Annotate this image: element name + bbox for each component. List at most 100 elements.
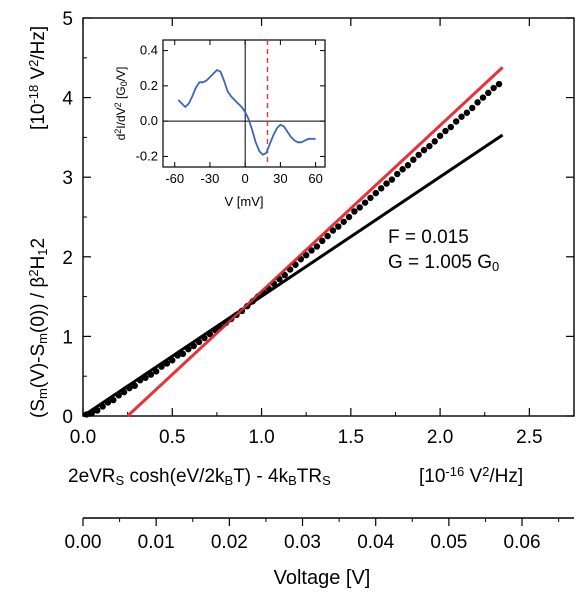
y-axis-unit-part: /Hz] [28,26,49,60]
data-point [329,227,337,234]
x-axis-unit-part: -16 [445,464,464,479]
g-label-main: G = 1.005 G [388,252,492,273]
inset-y-axis-label-part: /V] [114,67,128,82]
data-point [431,138,438,145]
data-point [458,113,465,120]
data-point [479,94,487,101]
y-axis-label-part: (S [28,399,49,418]
data-point [201,334,208,342]
inset-x-tick-label: 30 [273,171,287,186]
voltage-tick-label: 0.04 [357,532,394,553]
x-tick-label: 2.5 [516,427,542,448]
data-point [485,89,492,97]
data-point [351,208,358,215]
data-point [190,342,197,350]
data-point [94,407,101,414]
data-point [185,345,192,353]
y-axis-unit: [10-18 V2/Hz] [26,26,49,130]
data-point [110,396,117,404]
data-point [319,237,326,245]
y-axis-label-part: m [35,388,50,399]
data-point [367,194,374,202]
data-point [131,382,138,389]
data-point [490,84,497,92]
voltage-tick-label: 0.03 [284,532,321,553]
x-axis-unit: [10-16 V2/Hz] [419,464,523,487]
data-point [324,232,331,240]
data-point [136,376,144,384]
data-point [426,142,433,150]
x-axis-unit-part: /Hz] [489,466,523,487]
data-point [356,204,363,211]
y-axis-unit-part: -18 [26,85,41,104]
data-point [83,411,90,418]
data-point [99,403,106,410]
y-axis-label-part: 2 [26,269,41,276]
inset-y-axis-label-part: d [114,134,128,141]
voltage-tick-label: 0.06 [504,532,541,553]
data-point [302,252,310,259]
data-point [147,371,155,378]
inset-x-tick-label: -30 [201,171,220,186]
data-point [436,132,444,140]
data-point [404,162,412,169]
y-axis-label-part: 1 [35,248,50,255]
data-point [153,368,160,375]
inset-curve [177,69,316,156]
x-axis-label-part: TR [297,466,322,487]
inset-y-tick-label: -0.2 [136,148,158,163]
x-axis-label-part: B [225,473,234,488]
data-point [463,109,471,116]
data-point [195,338,203,346]
y-axis-unit-part: 2 [26,60,41,67]
x-tick-label: 0.0 [70,427,96,448]
inset-chart: -60 -30 0 30 60-0.20.00.20.4V [mV]d2I/dV2 [G… [113,39,326,209]
inset-y-tick-label: 0.4 [140,43,158,58]
y-tick-label: 3 [62,168,73,189]
x-axis-unit-part: 2 [482,464,489,479]
data-point [292,261,299,268]
y-axis-unit-part: V [28,67,49,85]
y-axis-label-part: (V)-S [28,344,49,388]
y-tick-label: 4 [62,89,73,110]
x-axis-label-part: cosh(eV/2k [124,466,225,487]
data-point [169,357,176,364]
y-axis-label-part: (0)) / β [28,277,49,333]
data-point [420,146,428,154]
y-axis-label-part: 2 [28,238,49,249]
voltage-tick-label: 0.00 [65,532,102,553]
data-point [120,388,128,396]
x-tick-label: 2.0 [427,427,453,448]
data-point [474,99,481,106]
data-point [335,223,342,230]
y-axis-label: (Sm(V)-Sm(0)) / β2H12 [26,238,50,418]
g-label-sub: 0 [492,259,499,274]
inset-x-tick-label: 60 [308,171,322,186]
data-point [394,170,401,178]
data-point [313,243,321,250]
data-point [495,80,503,88]
data-point [410,156,417,163]
voltage-tick-label: 0.05 [430,532,467,553]
x-axis-unit-part: V [464,466,482,487]
y-axis-label-part: H [28,256,49,270]
x-tick-label: 1.5 [338,427,364,448]
x-tick-label: 0.5 [159,427,185,448]
y-axis-unit-part: [10 [28,104,49,130]
y-tick-label: 5 [62,9,73,30]
data-point [163,360,171,367]
data-point [174,352,181,359]
x-axis-label: 2eVRS cosh(eV/2kBT) - 4kBTRS [68,466,331,488]
data-point [377,185,385,192]
x-axis-label-part: B [288,473,297,488]
x-axis-label-part: S [322,473,331,488]
y-tick-label: 0 [62,407,73,428]
y-tick-label: 2 [62,248,73,269]
data-point [179,350,187,358]
data-point [388,176,396,183]
data-point [442,127,449,135]
data-point [206,330,213,338]
voltage-tick-label: 0.01 [138,532,175,553]
voltage-tick-label: 0.02 [211,532,248,553]
